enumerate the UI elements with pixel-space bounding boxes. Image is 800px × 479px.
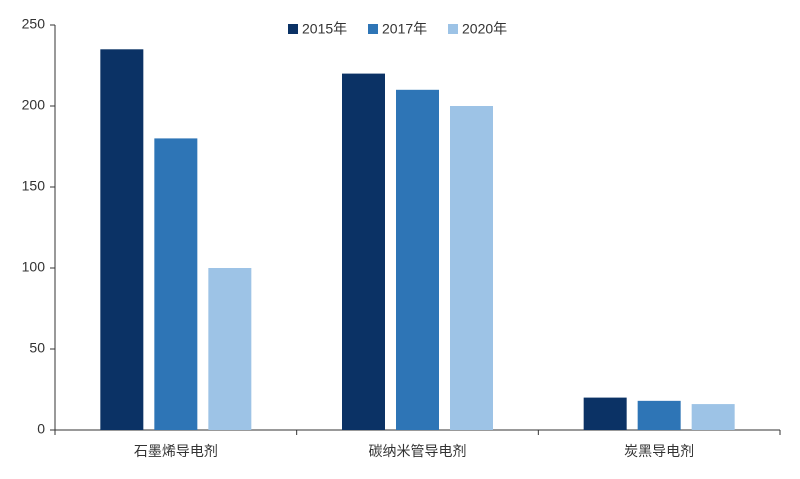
legend-swatch bbox=[288, 24, 298, 34]
y-tick-label: 50 bbox=[29, 340, 45, 356]
legend-label: 2015年 bbox=[302, 21, 347, 37]
y-tick-label: 150 bbox=[22, 178, 46, 194]
x-tick-label: 炭黑导电剂 bbox=[624, 444, 694, 460]
y-tick-label: 250 bbox=[22, 16, 46, 32]
legend-label: 2017年 bbox=[382, 21, 427, 37]
x-tick-label: 碳纳米管导电剂 bbox=[369, 444, 467, 460]
bar bbox=[637, 400, 681, 430]
y-tick-label: 200 bbox=[22, 97, 46, 113]
bar bbox=[396, 89, 439, 431]
bar bbox=[691, 404, 735, 430]
legend-swatch bbox=[368, 24, 378, 34]
y-tick-label: 100 bbox=[22, 259, 46, 275]
bar bbox=[100, 49, 144, 431]
bar bbox=[583, 397, 627, 430]
legend-swatch bbox=[448, 24, 458, 34]
bar bbox=[450, 106, 493, 430]
bar bbox=[208, 268, 252, 430]
y-tick-label: 0 bbox=[37, 421, 45, 437]
x-tick-label: 石墨烯导电剂 bbox=[134, 444, 218, 460]
legend-label: 2020年 bbox=[462, 21, 507, 37]
legend: 2015年 2017年 2020年 bbox=[288, 21, 507, 37]
bar bbox=[154, 138, 198, 430]
bar bbox=[342, 73, 385, 430]
